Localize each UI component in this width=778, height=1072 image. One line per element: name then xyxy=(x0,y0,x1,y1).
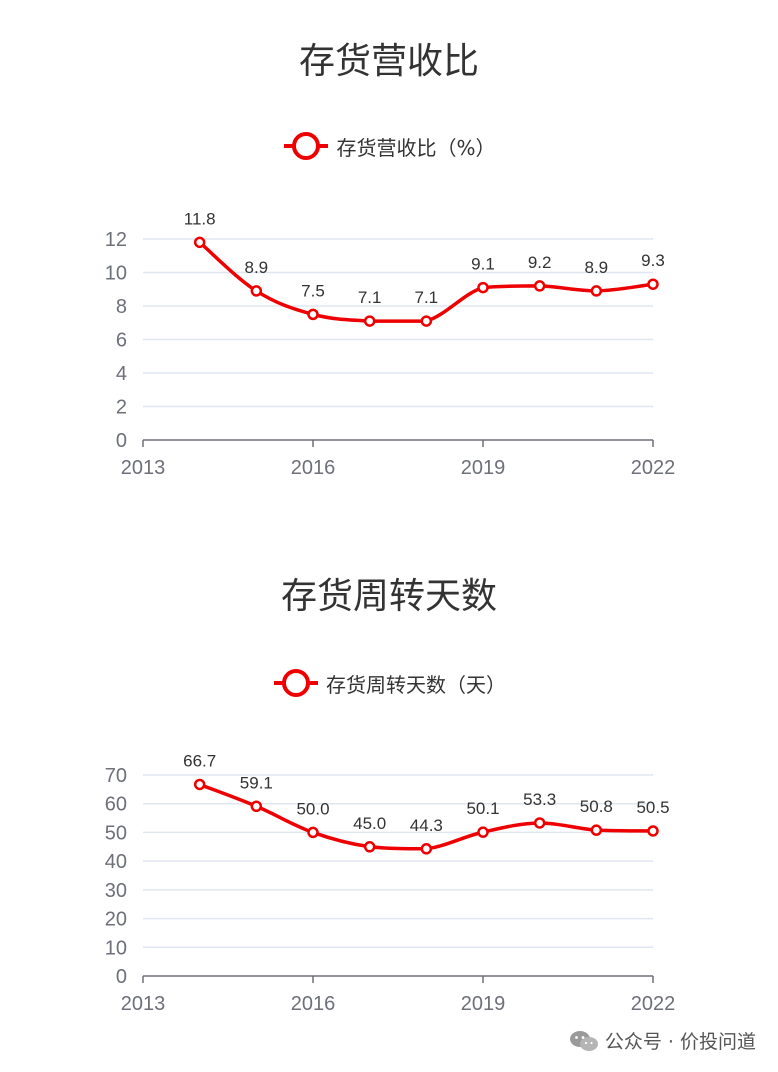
x-tick-label: 2019 xyxy=(461,457,506,479)
x-tick-label: 2016 xyxy=(291,993,336,1015)
data-point[interactable] xyxy=(307,308,319,321)
data-label: 9.3 xyxy=(641,251,665,270)
plot-area: 0 2 4 6 8 10 12 2013 2016 2019 2022 11.8 8.9 7.5 7.1 7.… xyxy=(105,209,676,479)
y-tick-label: 70 xyxy=(105,765,127,787)
data-point[interactable] xyxy=(477,826,489,838)
chart-title: 存货营收比 xyxy=(298,41,479,82)
data-point[interactable] xyxy=(250,800,263,813)
data-point[interactable] xyxy=(533,817,546,829)
y-tick-label: 60 xyxy=(105,794,127,816)
data-label: 7.1 xyxy=(415,288,439,307)
x-tick-label: 2016 xyxy=(291,457,336,479)
data-label: 11.8 xyxy=(184,209,216,228)
data-point[interactable] xyxy=(193,236,206,249)
data-label: 45.0 xyxy=(353,814,386,833)
data-label: 7.1 xyxy=(358,288,382,307)
data-label: 50.1 xyxy=(466,799,499,818)
y-tick-label: 10 xyxy=(105,937,127,959)
data-label: 44.3 xyxy=(410,816,443,835)
data-point[interactable] xyxy=(250,285,263,297)
legend[interactable]: 存货营收比（%） xyxy=(0,130,778,162)
x-tick-label: 2013 xyxy=(121,457,166,479)
data-point[interactable] xyxy=(363,841,376,853)
y-tick-label: 6 xyxy=(116,330,127,352)
data-label: 50.5 xyxy=(636,798,669,817)
y-tick-label: 20 xyxy=(105,909,127,931)
y-tick-label: 0 xyxy=(116,966,127,988)
data-point[interactable] xyxy=(590,824,603,836)
data-point[interactable] xyxy=(420,315,433,327)
y-tick-label: 50 xyxy=(105,822,127,844)
data-label: 50.8 xyxy=(580,797,613,816)
legend-marker-icon xyxy=(284,132,329,160)
chart-title: 存货周转天数 xyxy=(280,576,497,617)
data-point[interactable] xyxy=(420,843,433,855)
watermark: 公众号 · 价投问道 xyxy=(569,1027,756,1054)
y-tick-label: 12 xyxy=(105,229,127,251)
legend-label: 存货营收比（%） xyxy=(336,135,496,160)
x-tick-label: 2019 xyxy=(461,993,506,1015)
data-point[interactable] xyxy=(590,285,603,297)
y-tick-label: 10 xyxy=(105,263,127,285)
data-point[interactable] xyxy=(477,281,489,294)
data-label: 7.5 xyxy=(301,281,325,300)
data-label: 53.3 xyxy=(523,790,556,809)
y-tick-label: 40 xyxy=(105,851,127,873)
x-tick-label: 2022 xyxy=(631,993,676,1015)
data-point[interactable] xyxy=(647,825,659,837)
data-point[interactable] xyxy=(647,278,659,290)
x-tick-label: 2022 xyxy=(631,457,676,479)
y-tick-label: 30 xyxy=(105,880,127,902)
data-point[interactable] xyxy=(533,280,546,292)
legend[interactable]: 存货周转天数（天） xyxy=(0,667,778,699)
data-label: 59.1 xyxy=(240,773,273,792)
data-label: 8.9 xyxy=(245,258,269,277)
y-tick-label: 8 xyxy=(116,296,127,318)
legend-marker-icon xyxy=(274,669,318,697)
y-tick-label: 0 xyxy=(116,430,127,452)
y-tick-label: 4 xyxy=(116,363,127,385)
data-label: 50.0 xyxy=(296,799,329,818)
wechat-icon xyxy=(569,1030,598,1051)
data-point[interactable] xyxy=(363,315,376,327)
legend-label: 存货周转天数（天） xyxy=(326,672,506,697)
watermark-text: 公众号 · 价投问道 xyxy=(604,1031,756,1053)
x-tick-label: 2013 xyxy=(121,993,166,1015)
data-label: 9.2 xyxy=(528,253,552,272)
data-label: 8.9 xyxy=(585,258,609,277)
y-tick-label: 2 xyxy=(116,397,127,419)
data-point[interactable] xyxy=(307,826,319,839)
data-point[interactable] xyxy=(193,778,206,791)
data-label: 9.1 xyxy=(471,255,495,274)
data-label: 66.7 xyxy=(183,751,216,770)
